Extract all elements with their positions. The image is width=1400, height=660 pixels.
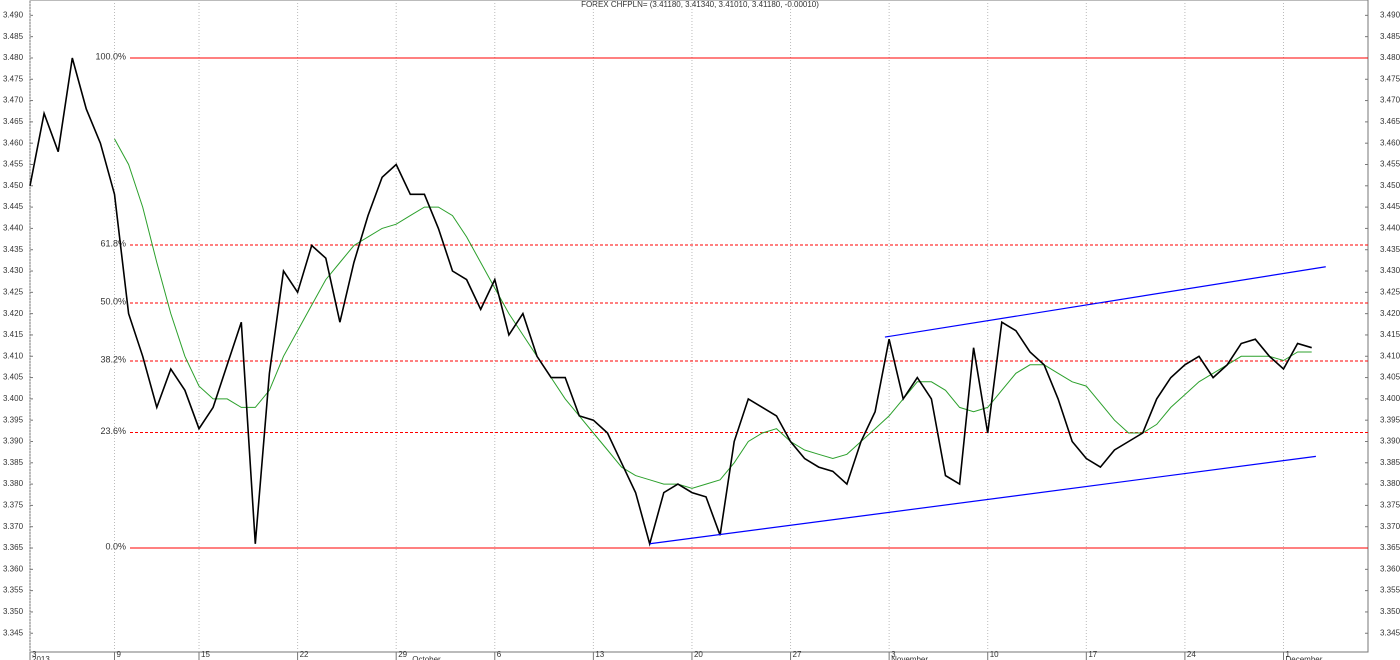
- y-tick-label-right: 3.400: [1380, 394, 1400, 403]
- y-tick-label-right: 3.450: [1380, 181, 1400, 190]
- y-tick-label: 3.395: [3, 415, 24, 424]
- trend-line: [649, 455, 1316, 545]
- y-tick-label: 3.345: [3, 628, 24, 637]
- y-tick-label-right: 3.360: [1380, 564, 1400, 573]
- y-tick-label-right: 3.460: [1380, 138, 1400, 147]
- x-tick-label: 24: [1187, 650, 1196, 659]
- y-tick-label-right: 3.445: [1380, 202, 1400, 211]
- period-label: October: [412, 655, 441, 660]
- x-tick-label: 27: [793, 650, 802, 659]
- y-tick-label: 3.430: [3, 266, 24, 275]
- y-tick-label: 3.465: [3, 117, 24, 126]
- x-tick-label: 10: [990, 650, 999, 659]
- x-tick-label: 1: [1285, 650, 1290, 659]
- y-tick-label: 3.360: [3, 564, 24, 573]
- y-tick-label-right: 3.455: [1380, 160, 1400, 169]
- period-label: December: [1285, 655, 1322, 660]
- y-tick-label: 3.470: [3, 96, 24, 105]
- fib-label: 0.0%: [105, 541, 126, 551]
- y-tick-label: 3.405: [3, 373, 24, 382]
- y-tick-label-right: 3.435: [1380, 245, 1400, 254]
- series-line: [29, 57, 1312, 547]
- y-tick-label: 3.485: [3, 32, 24, 41]
- y-tick-label: 3.440: [3, 224, 24, 233]
- x-tick-label: 6: [497, 650, 502, 659]
- period-label: November: [891, 655, 928, 660]
- y-tick-label: 3.350: [3, 607, 24, 616]
- x-tick-label: 29: [398, 650, 407, 659]
- y-tick-label-right: 3.370: [1380, 522, 1400, 531]
- fib-label: 50.0%: [100, 296, 126, 306]
- y-tick-label-right: 3.485: [1380, 32, 1400, 41]
- y-tick-label-right: 3.375: [1380, 501, 1400, 510]
- x-tick-label: 13: [595, 650, 604, 659]
- x-tick-label: 3: [891, 650, 896, 659]
- y-tick-label-right: 3.385: [1380, 458, 1400, 467]
- y-tick-label: 3.480: [3, 53, 24, 62]
- y-tick-label: 3.455: [3, 160, 24, 169]
- y-tick-label: 3.490: [3, 10, 24, 19]
- x-tick-label: 22: [300, 650, 309, 659]
- period-label: 2013: [32, 655, 50, 660]
- trend-line: [884, 266, 1326, 338]
- y-tick-label-right: 3.430: [1380, 266, 1400, 275]
- y-tick-label-right: 3.480: [1380, 53, 1400, 62]
- y-tick-label: 3.460: [3, 138, 24, 147]
- y-tick-label-right: 3.405: [1380, 373, 1400, 382]
- x-tick-label: 17: [1088, 650, 1097, 659]
- y-tick-label: 3.420: [3, 309, 24, 318]
- y-tick-label: 3.355: [3, 586, 24, 595]
- y-tick-label-right: 3.420: [1380, 309, 1400, 318]
- fib-label: 100.0%: [95, 51, 126, 61]
- y-tick-label-right: 3.345: [1380, 628, 1400, 637]
- y-tick-label: 3.385: [3, 458, 24, 467]
- y-tick-label-right: 3.465: [1380, 117, 1400, 126]
- x-tick-label: 20: [694, 650, 703, 659]
- y-tick-label-right: 3.470: [1380, 96, 1400, 105]
- y-tick-label: 3.435: [3, 245, 24, 254]
- x-tick-label: 9: [117, 650, 122, 659]
- y-tick-label: 3.425: [3, 287, 24, 296]
- x-tick-label: 15: [201, 650, 210, 659]
- y-tick-label: 3.450: [3, 181, 24, 190]
- y-tick-label-right: 3.415: [1380, 330, 1400, 339]
- y-tick-label-right: 3.410: [1380, 351, 1400, 360]
- y-tick-label: 3.445: [3, 202, 24, 211]
- x-tick-label: 3: [32, 650, 37, 659]
- plot-frame: [29, 0, 1369, 653]
- y-tick-label: 3.400: [3, 394, 24, 403]
- fib-label: 38.2%: [100, 354, 126, 364]
- y-tick-label-right: 3.380: [1380, 479, 1400, 488]
- y-tick-label: 3.380: [3, 479, 24, 488]
- y-tick-label: 3.365: [3, 543, 24, 552]
- y-tick-label: 3.410: [3, 351, 24, 360]
- y-tick-label-right: 3.475: [1380, 74, 1400, 83]
- y-tick-label-right: 3.350: [1380, 607, 1400, 616]
- series-line: [114, 138, 1312, 489]
- y-tick-label: 3.375: [3, 501, 24, 510]
- y-tick-label-right: 3.355: [1380, 586, 1400, 595]
- chart-title: FOREX CHFPLN= (3.41180, 3.41340, 3.41010…: [581, 0, 819, 9]
- fib-label: 23.6%: [100, 426, 126, 436]
- y-tick-label: 3.370: [3, 522, 24, 531]
- y-tick-label-right: 3.365: [1380, 543, 1400, 552]
- y-tick-label: 3.415: [3, 330, 24, 339]
- y-tick-label-right: 3.440: [1380, 224, 1400, 233]
- y-tick-label-right: 3.490: [1380, 10, 1400, 19]
- y-tick-label-right: 3.390: [1380, 437, 1400, 446]
- y-tick-label: 3.390: [3, 437, 24, 446]
- fib-label: 61.8%: [100, 238, 126, 248]
- y-tick-label: 3.475: [3, 74, 24, 83]
- y-tick-label-right: 3.425: [1380, 287, 1400, 296]
- y-tick-label-right: 3.395: [1380, 415, 1400, 424]
